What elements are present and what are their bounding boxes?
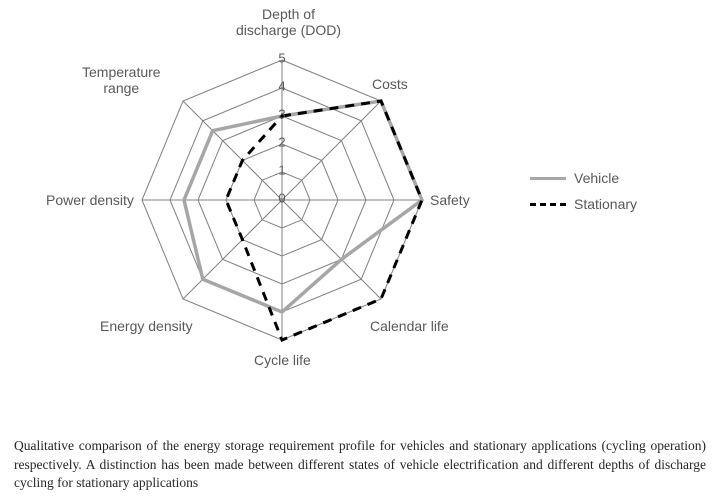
figure-root: Depth of discharge (DOD) Costs Safety Calen… xyxy=(0,0,720,500)
radar-axis-label-temp_range: Temperature range xyxy=(82,64,161,96)
radar-tick-label: 5 xyxy=(278,51,285,66)
radar-axis-label-calendar_life: Calendar life xyxy=(370,318,449,334)
legend-item-stationary: Stationary xyxy=(530,196,637,212)
legend: Vehicle Stationary xyxy=(530,170,637,222)
radar-tick-label: 2 xyxy=(278,135,285,150)
legend-swatch xyxy=(530,177,566,180)
radar-axis-label-safety: Safety xyxy=(430,192,470,208)
legend-label: Vehicle xyxy=(574,170,619,186)
radar-axis-label-costs: Costs xyxy=(372,76,408,92)
radar-tick-label: 3 xyxy=(278,107,285,122)
legend-swatch xyxy=(530,203,566,206)
radar-axis-label-power_density: Power density xyxy=(46,192,134,208)
radar-axis-label-energy_density: Energy density xyxy=(100,318,193,334)
legend-item-vehicle: Vehicle xyxy=(530,170,637,186)
radar-tick-label: 0 xyxy=(278,191,285,206)
radar-axis-label-cycle_life: Cycle life xyxy=(254,352,311,368)
radar-axis-label-dod: Depth of discharge (DOD) xyxy=(236,6,341,38)
radar-series-vehicle xyxy=(184,101,422,312)
legend-label: Stationary xyxy=(574,196,637,212)
caption: Qualitative comparison of the energy sto… xyxy=(14,437,706,492)
radar-tick-label: 1 xyxy=(278,163,285,178)
radar-tick-label: 4 xyxy=(278,79,285,94)
